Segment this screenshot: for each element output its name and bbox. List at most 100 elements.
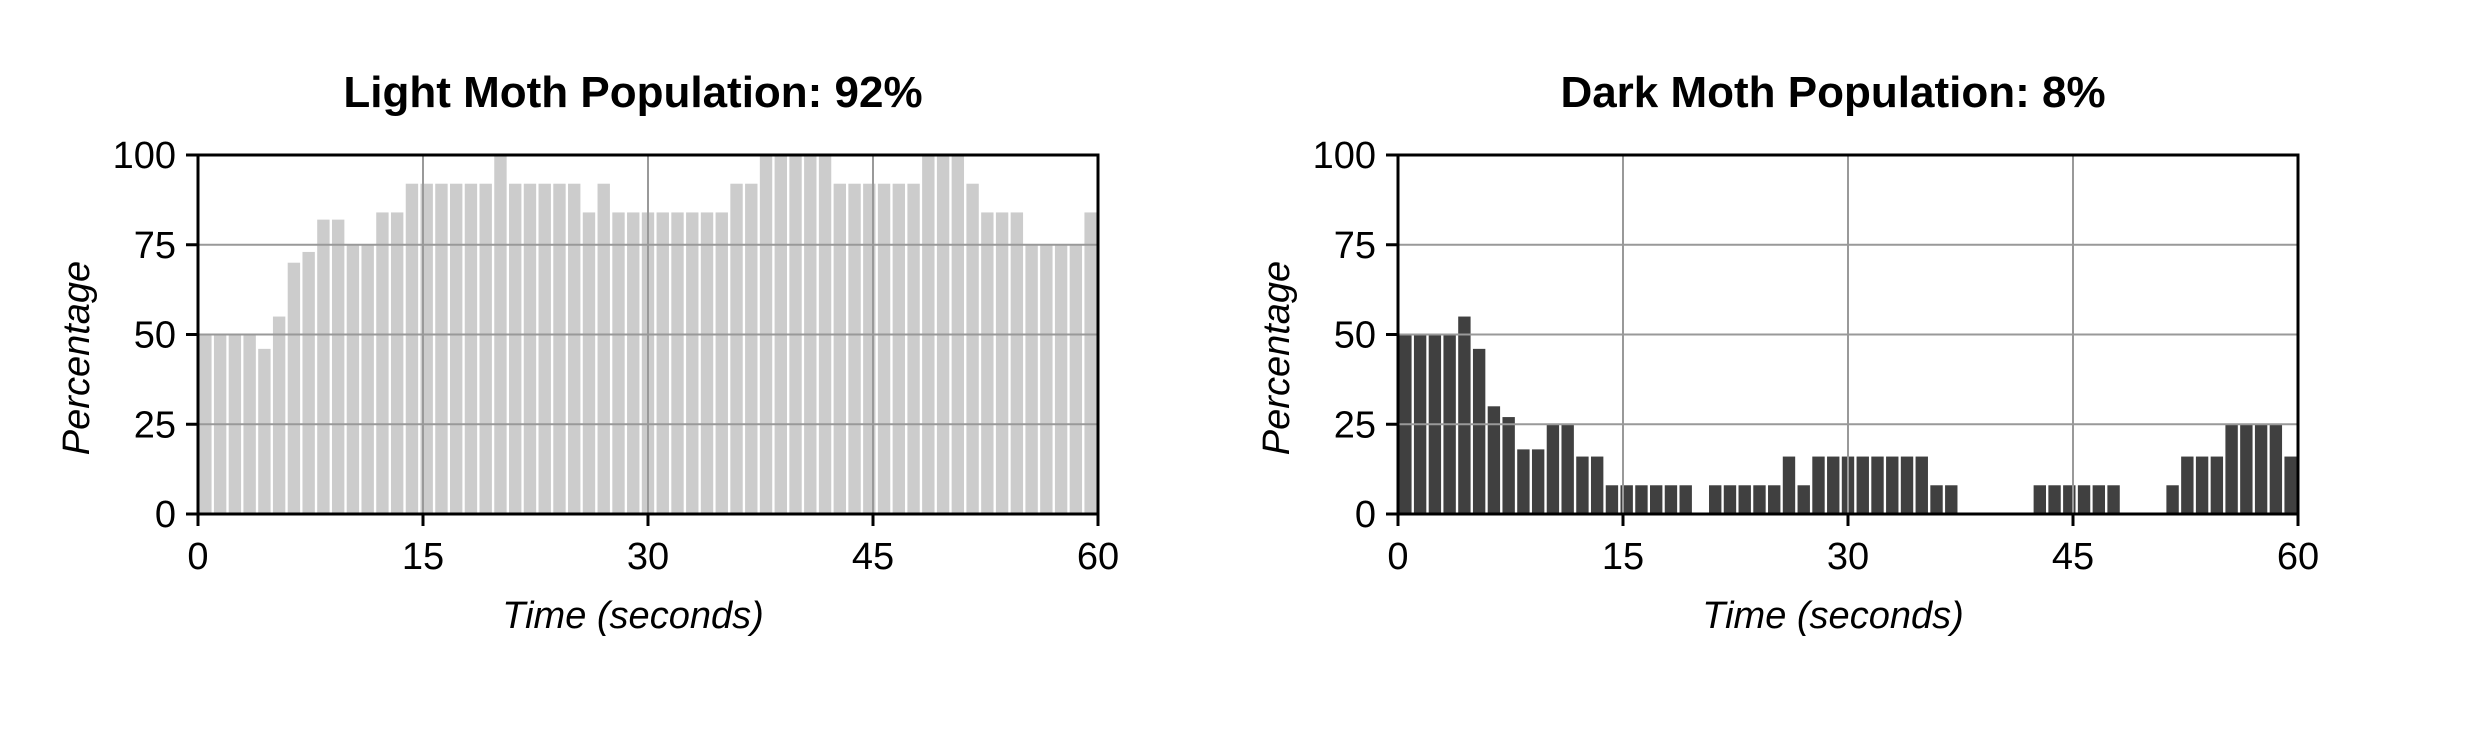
bar: [1827, 456, 1840, 514]
bar: [405, 183, 419, 514]
x-tick-label: 60: [1077, 536, 1119, 578]
bar: [730, 183, 743, 514]
bar: [1576, 456, 1589, 514]
y-tick-label: 100: [1313, 135, 1376, 177]
bar: [331, 219, 345, 514]
bar: [1945, 485, 1958, 514]
bar: [1502, 417, 1515, 514]
bar: [597, 183, 610, 514]
bar: [2284, 456, 2297, 514]
bar: [715, 212, 728, 514]
bar: [1590, 456, 1604, 514]
bar: [1458, 316, 1471, 514]
y-tick-label: 25: [1334, 404, 1376, 446]
bar: [1871, 456, 1884, 514]
bar: [2195, 456, 2209, 514]
y-tick-label: 50: [1334, 315, 1376, 357]
bar: [376, 212, 389, 514]
dark-moth-chart: Dark Moth Population: 8% Time (seconds) …: [1256, 68, 2319, 637]
bar: [2210, 456, 2224, 514]
bar: [1915, 456, 1928, 514]
bar: [1561, 424, 1574, 514]
bar: [1025, 244, 1038, 514]
x-tick-label: 45: [2052, 536, 2094, 578]
x-tick-label: 15: [402, 536, 444, 578]
bar: [1782, 456, 1796, 514]
bar: [2033, 485, 2046, 514]
bar: [2225, 424, 2238, 514]
bar: [656, 212, 669, 514]
bar: [627, 212, 640, 514]
bar: [287, 262, 301, 514]
bar: [1635, 485, 1648, 514]
bar: [833, 183, 846, 514]
bar: [523, 183, 537, 514]
bar: [302, 251, 315, 514]
bar: [1069, 244, 1083, 514]
bar: [1010, 212, 1024, 514]
bar: [848, 183, 861, 514]
bar: [1531, 449, 1545, 514]
bar: [1723, 485, 1737, 514]
bar: [258, 348, 271, 514]
y-axis-label: Percentage: [1256, 261, 1298, 455]
bar: [1768, 485, 1781, 514]
y-tick-label: 75: [1334, 225, 1376, 267]
bar: [582, 212, 596, 514]
bar: [612, 212, 625, 514]
bar: [1650, 485, 1663, 514]
bar: [700, 212, 714, 514]
x-tick-label: 30: [627, 536, 669, 578]
bar: [464, 183, 478, 514]
y-tick-label: 25: [134, 404, 176, 446]
bar: [1930, 485, 1943, 514]
bar: [2240, 424, 2253, 514]
x-tick-label: 0: [187, 536, 208, 578]
bar: [2181, 456, 2194, 514]
bar: [686, 212, 699, 514]
bar: [1856, 456, 1869, 514]
bar: [538, 183, 551, 514]
bar: [892, 183, 906, 514]
bar: [479, 183, 492, 514]
x-axis-label: Time (seconds): [502, 595, 764, 637]
bar: [509, 183, 522, 514]
chart-title: Light Moth Population: 92%: [343, 68, 922, 117]
x-tick-label: 45: [852, 536, 894, 578]
bar: [1812, 456, 1825, 514]
bar: [2092, 485, 2106, 514]
bar: [981, 212, 994, 514]
bar: [1517, 449, 1530, 514]
y-tick-label: 0: [155, 494, 176, 536]
bar: [1664, 485, 1678, 514]
bar: [966, 183, 979, 514]
bar: [1886, 456, 1899, 514]
bar: [671, 212, 684, 514]
bar: [2107, 485, 2120, 514]
x-tick-label: 0: [1387, 536, 1408, 578]
bar: [2048, 485, 2061, 514]
bar: [907, 183, 920, 514]
y-tick-label: 100: [113, 135, 176, 177]
x-axis-label: Time (seconds): [1702, 595, 1964, 637]
bar: [1900, 456, 1914, 514]
bar: [568, 183, 581, 514]
bar: [1797, 485, 1810, 514]
bar: [1040, 244, 1053, 514]
bar: [1738, 485, 1751, 514]
bar: [2166, 485, 2179, 514]
y-tick-label: 75: [134, 225, 176, 267]
light-moth-chart: Light Moth Population: 92% Time (seconds…: [56, 68, 1119, 637]
chart-title: Dark Moth Population: 8%: [1560, 68, 2105, 117]
bar: [1546, 424, 1560, 514]
bar: [435, 183, 448, 514]
bar: [877, 183, 891, 514]
bar: [1679, 485, 1692, 514]
bar: [317, 219, 330, 514]
bar: [2077, 485, 2091, 514]
bar: [1487, 406, 1501, 514]
bar: [1605, 485, 1619, 514]
y-tick-label: 0: [1355, 494, 1376, 536]
